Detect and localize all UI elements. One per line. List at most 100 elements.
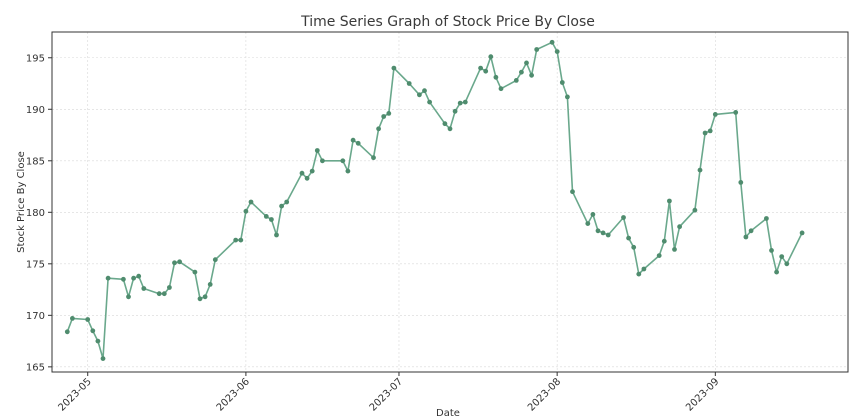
data-point xyxy=(141,286,147,291)
data-point xyxy=(207,282,213,287)
y-tick-label: 195 xyxy=(26,53,45,64)
data-point xyxy=(391,65,397,71)
data-point xyxy=(457,100,463,106)
data-point xyxy=(172,260,177,266)
data-point xyxy=(340,158,346,164)
y-axis-ticks: 165 170 175 180 185 190 195 xyxy=(26,53,52,373)
data-point xyxy=(314,148,320,153)
data-point xyxy=(121,276,126,282)
data-point xyxy=(738,180,744,185)
data-point xyxy=(202,294,208,300)
data-point xyxy=(304,175,310,181)
data-point xyxy=(667,198,672,204)
data-point xyxy=(656,253,662,258)
data-point xyxy=(355,140,361,146)
data-point xyxy=(345,168,351,174)
y-tick-label: 185 xyxy=(26,156,45,167)
data-point xyxy=(585,221,591,227)
data-point xyxy=(769,248,774,253)
data-point xyxy=(590,212,596,217)
data-point xyxy=(126,294,131,300)
series-markers xyxy=(64,39,805,361)
grid xyxy=(52,32,848,372)
data-point xyxy=(238,237,244,243)
data-point xyxy=(320,158,325,164)
data-point xyxy=(427,99,432,105)
data-point xyxy=(677,224,682,230)
data-point xyxy=(600,230,606,236)
data-point xyxy=(447,126,453,132)
data-point xyxy=(309,168,315,174)
data-point xyxy=(559,80,565,85)
data-point xyxy=(595,228,601,234)
x-axis-ticks: 2023-05 2023-06 2023-07 2023-08 2023-09 xyxy=(57,372,721,414)
x-tick-label: 2023-07 xyxy=(368,376,405,413)
data-point xyxy=(299,170,305,176)
axes xyxy=(51,31,849,373)
series-line-layer xyxy=(66,41,803,360)
data-point xyxy=(371,155,376,161)
data-point xyxy=(417,92,422,98)
data-point xyxy=(707,128,713,134)
y-axis-label: Stock Price By Close xyxy=(16,151,27,253)
y-tick-label: 175 xyxy=(26,259,45,270)
data-point xyxy=(565,94,570,100)
data-point xyxy=(483,68,489,74)
series-line xyxy=(66,41,803,360)
data-point xyxy=(799,230,805,236)
data-point xyxy=(493,74,499,80)
data-point xyxy=(631,244,637,250)
data-point xyxy=(626,235,631,241)
data-point xyxy=(64,329,70,335)
data-point xyxy=(641,266,647,272)
data-point xyxy=(712,112,718,117)
data-point xyxy=(406,81,412,86)
data-point xyxy=(605,232,611,238)
data-point xyxy=(161,291,167,297)
data-point xyxy=(192,269,198,275)
data-point xyxy=(697,167,703,173)
data-point xyxy=(549,39,555,45)
data-point xyxy=(248,199,254,205)
x-tick-label: 2023-06 xyxy=(215,376,252,413)
data-point xyxy=(279,203,284,209)
x-axis-label: Date xyxy=(436,408,460,419)
data-point xyxy=(764,216,769,221)
data-point xyxy=(85,317,91,322)
data-point xyxy=(381,114,387,119)
data-point xyxy=(748,228,754,234)
data-point xyxy=(136,273,142,279)
data-point xyxy=(513,78,519,83)
data-point xyxy=(70,316,75,321)
data-point xyxy=(692,207,698,213)
data-point xyxy=(524,60,529,66)
y-tick-label: 170 xyxy=(26,311,45,322)
data-point xyxy=(702,130,708,136)
data-point xyxy=(452,108,458,114)
data-point xyxy=(478,65,483,71)
data-point xyxy=(197,296,203,302)
plot-frame xyxy=(51,31,849,373)
data-point xyxy=(233,237,239,243)
data-point xyxy=(570,189,575,195)
data-point xyxy=(534,47,540,52)
data-point xyxy=(177,259,183,265)
y-tick-label: 190 xyxy=(26,105,45,116)
data-point xyxy=(386,111,392,116)
data-point xyxy=(90,328,96,334)
chart-title: Time Series Graph of Stock Price By Clos… xyxy=(300,14,595,30)
data-point xyxy=(519,69,524,75)
data-point xyxy=(743,234,749,240)
data-point xyxy=(661,238,667,244)
data-point xyxy=(212,257,218,263)
data-point xyxy=(284,199,290,205)
data-point xyxy=(422,88,427,94)
data-point xyxy=(672,247,677,252)
data-point xyxy=(636,271,642,277)
data-point xyxy=(554,49,560,54)
data-point xyxy=(269,217,274,222)
data-point xyxy=(488,54,494,60)
x-tick-label: 2023-05 xyxy=(57,376,94,413)
data-point xyxy=(784,261,790,267)
data-point xyxy=(105,275,111,281)
